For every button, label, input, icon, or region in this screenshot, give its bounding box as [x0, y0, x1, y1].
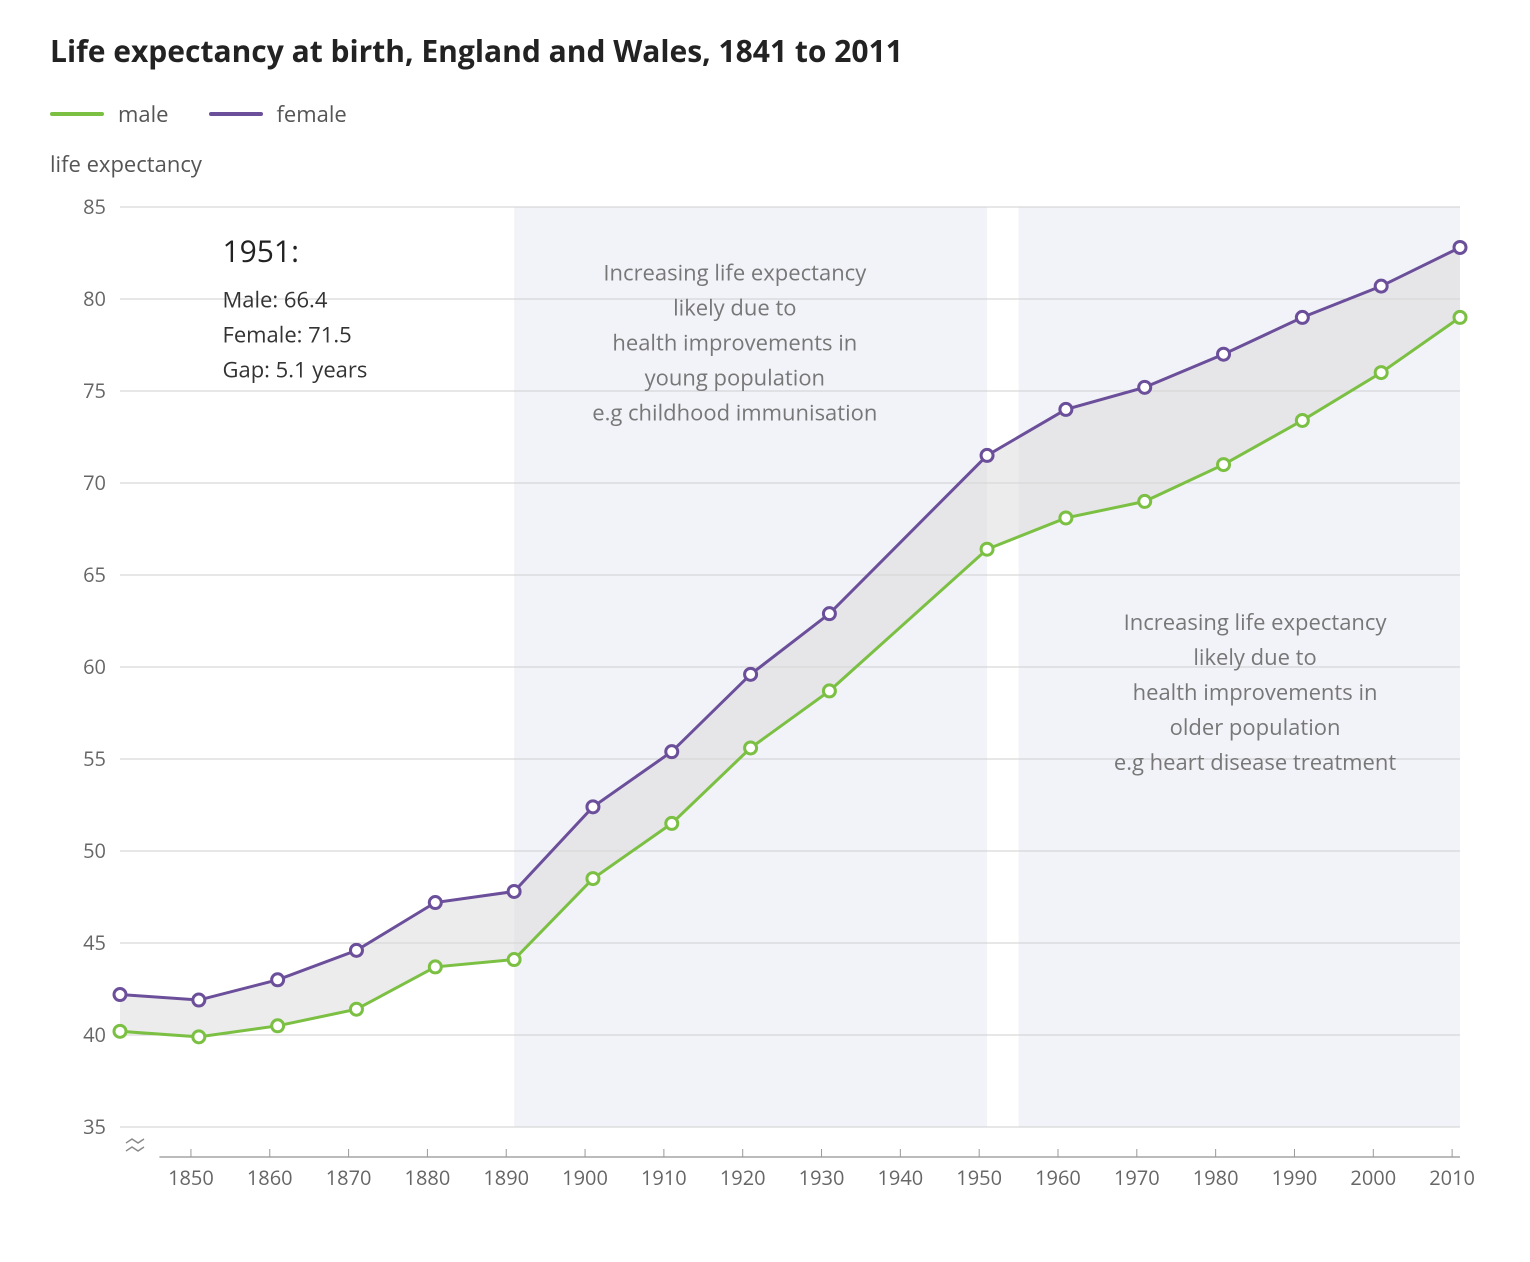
- annotation-line: e.g childhood immunisation: [592, 397, 877, 427]
- x-tick-label: 1860: [247, 1164, 293, 1191]
- marker-female: [1375, 280, 1387, 292]
- y-tick-label: 35: [83, 1113, 106, 1140]
- y-axis-label: life expectancy: [50, 149, 1480, 179]
- x-tick-label: 1930: [799, 1164, 845, 1191]
- x-tick-label: 1910: [641, 1164, 687, 1191]
- x-tick-label: 1850: [168, 1164, 214, 1191]
- chart-svg: 3540455055606570758085185018601870188018…: [50, 187, 1480, 1197]
- tooltip-line: Gap: 5.1 years: [222, 355, 367, 385]
- marker-female: [114, 989, 126, 1001]
- marker-female: [587, 801, 599, 813]
- marker-female: [1060, 403, 1072, 415]
- x-tick-label: 1870: [326, 1164, 372, 1191]
- marker-female: [1218, 348, 1230, 360]
- annotation-line: e.g heart disease treatment: [1114, 747, 1397, 777]
- tooltip-line: Male: 66.4: [222, 285, 327, 315]
- chart: 3540455055606570758085185018601870188018…: [50, 187, 1480, 1197]
- marker-female: [350, 944, 362, 956]
- x-tick-label: 1880: [405, 1164, 451, 1191]
- y-tick-label: 65: [83, 561, 106, 588]
- marker-male: [1060, 512, 1072, 524]
- x-axis: 1850 1860 1870 1880 1890 1900 1910 1920 1930 1940…: [168, 1149, 1475, 1191]
- marker-female: [981, 449, 993, 461]
- chart-title: Life expectancy at birth, England and Wa…: [50, 30, 1480, 71]
- annotation-line: older population: [1170, 712, 1341, 742]
- annotation-line: health improvements in: [1133, 677, 1378, 707]
- marker-male: [114, 1025, 126, 1037]
- marker-female: [823, 608, 835, 620]
- y-tick-label: 40: [83, 1021, 106, 1048]
- x-tick-label: 2000: [1350, 1164, 1396, 1191]
- marker-male: [350, 1003, 362, 1015]
- x-tick-label: 1990: [1272, 1164, 1318, 1191]
- marker-male: [193, 1031, 205, 1043]
- annotation-line: Increasing life expectancy: [603, 258, 867, 288]
- x-tick-label: 2010: [1429, 1164, 1475, 1191]
- legend-swatch-female: [209, 112, 263, 116]
- y-tick-label: 50: [83, 837, 106, 864]
- marker-male: [745, 742, 757, 754]
- marker-male: [666, 817, 678, 829]
- annotation-line: young population: [645, 362, 825, 392]
- legend-label-male: male: [118, 99, 169, 129]
- y-tick-label: 60: [83, 653, 106, 680]
- marker-male: [272, 1020, 284, 1032]
- tooltip-line: Female: 71.5: [222, 320, 351, 350]
- annotation-line: Increasing life expectancy: [1124, 607, 1388, 637]
- tooltip-title: 1951:: [222, 230, 299, 271]
- marker-female: [429, 897, 441, 909]
- axis-break-icon: [126, 1139, 144, 1151]
- annotation-older: Increasing life expectancy likely due to h…: [1114, 607, 1397, 777]
- legend-item-male: male: [50, 99, 169, 129]
- legend-swatch-male: [50, 112, 104, 116]
- legend-label-female: female: [277, 99, 347, 129]
- x-tick-label: 1970: [1114, 1164, 1160, 1191]
- marker-male: [429, 961, 441, 973]
- x-tick-label: 1980: [1193, 1164, 1239, 1191]
- marker-male: [1139, 495, 1151, 507]
- marker-male: [508, 954, 520, 966]
- marker-female: [1139, 381, 1151, 393]
- marker-female: [666, 746, 678, 758]
- marker-male: [1375, 367, 1387, 379]
- x-tick-label: 1950: [956, 1164, 1002, 1191]
- annotation-line: likely due to: [1193, 642, 1316, 672]
- marker-male: [1218, 459, 1230, 471]
- marker-female: [1454, 241, 1466, 253]
- x-tick-label: 1960: [1035, 1164, 1081, 1191]
- y-axis: 35 40 45 50 55 60 65 70 75 80 85: [83, 193, 106, 1140]
- marker-male: [1296, 414, 1308, 426]
- y-tick-label: 85: [83, 193, 106, 220]
- y-tick-label: 45: [83, 929, 106, 956]
- marker-male: [1454, 311, 1466, 323]
- tooltip: 1951: Male: 66.4 Female: 71.5 Gap: 5.1 year…: [222, 230, 367, 384]
- y-tick-label: 75: [83, 377, 106, 404]
- marker-male: [823, 685, 835, 697]
- marker-female: [508, 885, 520, 897]
- x-tick-label: 1940: [877, 1164, 923, 1191]
- marker-female: [1296, 311, 1308, 323]
- legend: male female: [50, 99, 1480, 129]
- marker-female: [745, 668, 757, 680]
- marker-male: [587, 873, 599, 885]
- marker-female: [193, 994, 205, 1006]
- y-tick-label: 70: [83, 469, 106, 496]
- x-tick-label: 1900: [562, 1164, 608, 1191]
- y-tick-label: 55: [83, 745, 106, 772]
- annotation-line: likely due to: [673, 293, 796, 323]
- x-tick-label: 1890: [483, 1164, 529, 1191]
- marker-male: [981, 543, 993, 555]
- annotation-line: health improvements in: [612, 328, 857, 358]
- marker-female: [272, 974, 284, 986]
- x-tick-label: 1920: [720, 1164, 766, 1191]
- y-tick-label: 80: [83, 285, 106, 312]
- legend-item-female: female: [209, 99, 347, 129]
- annotation-young: Increasing life expectancy likely due to h…: [592, 258, 877, 428]
